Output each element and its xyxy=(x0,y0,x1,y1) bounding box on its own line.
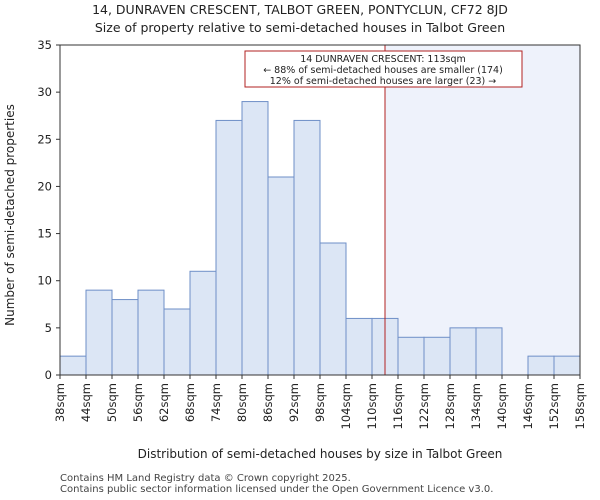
y-tick-label-30: 30 xyxy=(37,85,52,99)
x-tick-label-62sqm: 62sqm xyxy=(157,383,171,422)
x-tick-label-134sqm: 134sqm xyxy=(469,383,483,429)
bar-92sqm xyxy=(293,119,321,376)
bar-68sqm xyxy=(189,270,217,376)
x-tick-label-146sqm: 146sqm xyxy=(521,383,535,429)
bar-128sqm xyxy=(449,327,477,376)
bar-62sqm xyxy=(163,308,191,376)
bar-44sqm xyxy=(85,289,113,376)
x-tick-label-104sqm: 104sqm xyxy=(339,383,353,429)
bar-74sqm xyxy=(215,119,243,376)
x-tick-label-80sqm: 80sqm xyxy=(235,383,249,422)
y-tick-label-20: 20 xyxy=(37,179,52,193)
bar-134sqm xyxy=(475,327,503,376)
x-tick-label-152sqm: 152sqm xyxy=(547,383,561,429)
footer-copyright: Contains HM Land Registry data © Crown c… xyxy=(60,473,351,484)
x-tick-label-98sqm: 98sqm xyxy=(313,383,327,422)
chart-title: 14, DUNRAVEN CRESCENT, TALBOT GREEN, PON… xyxy=(92,2,508,17)
y-ticks-group: 0 5 10 15 20 25 30 35 xyxy=(37,38,60,382)
x-tick-label-158sqm: 158sqm xyxy=(573,383,587,429)
x-tick-label-50sqm: 50sqm xyxy=(105,383,119,422)
x-tick-label-110sqm: 110sqm xyxy=(365,383,379,429)
bar-50sqm xyxy=(111,299,139,376)
y-tick-label-15: 15 xyxy=(37,227,52,241)
bar-116sqm xyxy=(397,336,425,376)
x-ticks-group: 38sqm 44sqm 50sqm 56sqm 62sqm 68sqm 74sqm 80sqm… xyxy=(53,375,587,429)
y-tick-label-10: 10 xyxy=(37,274,52,288)
annotation-line-1: 14 DUNRAVEN CRESCENT: 113sqm xyxy=(300,54,466,65)
x-tick-label-140sqm: 140sqm xyxy=(495,383,509,429)
x-tick-label-44sqm: 44sqm xyxy=(79,383,93,422)
y-axis-label: Number of semi-detached properties xyxy=(3,104,17,326)
bar-86sqm xyxy=(267,176,295,376)
bar-152sqm xyxy=(553,355,581,376)
x-tick-label-68sqm: 68sqm xyxy=(183,383,197,422)
footer-licence: Contains public sector information licen… xyxy=(60,484,494,495)
x-tick-label-38sqm: 38sqm xyxy=(53,383,67,422)
y-tick-label-25: 25 xyxy=(37,132,52,146)
bar-56sqm xyxy=(137,289,165,376)
bar-122sqm xyxy=(423,336,451,376)
bar-38sqm xyxy=(59,355,87,376)
bar-98sqm xyxy=(319,242,347,376)
x-tick-label-86sqm: 86sqm xyxy=(261,383,275,422)
bar-104sqm xyxy=(345,317,373,376)
annotation-line-2: ← 88% of semi-detached houses are smalle… xyxy=(263,65,503,76)
x-tick-label-122sqm: 122sqm xyxy=(417,383,431,429)
x-axis-label: Distribution of semi-detached houses by … xyxy=(138,447,503,461)
annotation-box: 14 DUNRAVEN CRESCENT: 113sqm ← 88% of se… xyxy=(244,50,523,88)
bar-146sqm xyxy=(527,355,555,376)
y-tick-label-35: 35 xyxy=(37,38,52,52)
y-tick-label-0: 0 xyxy=(45,368,52,382)
annotation-border xyxy=(244,50,523,88)
x-tick-label-74sqm: 74sqm xyxy=(209,383,223,422)
x-tick-label-92sqm: 92sqm xyxy=(287,383,301,422)
chart-subtitle: Size of property relative to semi-detach… xyxy=(95,20,505,35)
x-tick-label-116sqm: 116sqm xyxy=(391,383,405,429)
annotation-line-3: 12% of semi-detached houses are larger (… xyxy=(270,76,497,87)
larger-properties-region xyxy=(385,45,580,375)
y-tick-label-5: 5 xyxy=(45,321,52,335)
x-tick-label-56sqm: 56sqm xyxy=(131,383,145,422)
x-tick-label-128sqm: 128sqm xyxy=(443,383,457,429)
bars-group xyxy=(59,101,581,376)
bar-80sqm xyxy=(241,101,269,376)
